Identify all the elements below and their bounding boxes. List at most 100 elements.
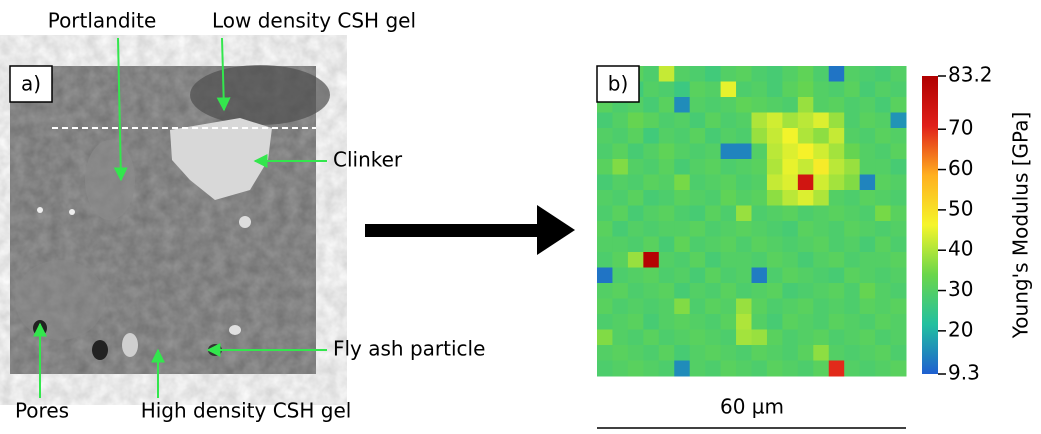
heatmap-cell bbox=[860, 66, 876, 82]
heatmap-cell bbox=[798, 82, 814, 98]
heatmap-cell bbox=[721, 314, 737, 330]
annotation: Portlandite bbox=[48, 9, 157, 33]
heatmap-cell bbox=[597, 159, 613, 175]
heatmap-cell bbox=[798, 237, 814, 253]
heatmap-cell bbox=[705, 299, 721, 315]
heatmap-cell bbox=[674, 345, 690, 361]
heatmap-cell bbox=[597, 190, 613, 206]
heatmap-cell bbox=[643, 237, 659, 253]
heatmap-cell bbox=[659, 252, 675, 268]
heatmap-cell bbox=[798, 283, 814, 299]
heatmap-cell bbox=[875, 252, 891, 268]
heatmap-cell bbox=[736, 221, 752, 237]
heatmap-cell bbox=[891, 252, 907, 268]
colorbar-tick-label: 40 bbox=[948, 237, 973, 261]
heatmap-cell bbox=[612, 237, 628, 253]
heatmap-cell bbox=[844, 206, 860, 222]
heatmap-cell bbox=[875, 206, 891, 222]
heatmap-cell bbox=[767, 237, 783, 253]
heatmap-cell bbox=[628, 268, 644, 284]
heatmap-cell bbox=[659, 330, 675, 346]
heatmap-cell bbox=[721, 159, 737, 175]
heatmap-cell bbox=[844, 299, 860, 315]
annotation: High density CSH gel bbox=[141, 399, 352, 423]
heatmap-cell bbox=[752, 237, 768, 253]
heatmap-cell bbox=[891, 283, 907, 299]
heatmap-cell bbox=[813, 159, 829, 175]
heatmap-cell bbox=[628, 159, 644, 175]
heatmap-cell bbox=[705, 159, 721, 175]
heatmap-cell bbox=[705, 97, 721, 113]
heatmap-cell bbox=[659, 299, 675, 315]
heatmap-cell bbox=[782, 283, 798, 299]
heatmap-cell bbox=[659, 128, 675, 144]
heatmap-cell bbox=[891, 237, 907, 253]
heatmap-cell bbox=[798, 345, 814, 361]
heatmap-cell bbox=[813, 361, 829, 377]
heatmap-cell bbox=[597, 206, 613, 222]
heatmap-cell bbox=[643, 159, 659, 175]
heatmap-cell bbox=[798, 268, 814, 284]
heatmap-cell bbox=[721, 206, 737, 222]
heatmap-cell bbox=[829, 206, 845, 222]
heatmap-cell bbox=[860, 144, 876, 160]
heatmap-cell bbox=[674, 283, 690, 299]
heatmap-cell bbox=[767, 299, 783, 315]
heatmap-cell bbox=[782, 190, 798, 206]
heatmap-cell bbox=[690, 345, 706, 361]
heatmap-cell bbox=[674, 190, 690, 206]
heatmap-cell bbox=[705, 66, 721, 82]
heatmap-cell bbox=[643, 113, 659, 129]
heatmap-cell bbox=[736, 299, 752, 315]
heatmap-cell bbox=[875, 299, 891, 315]
heatmap-cell bbox=[690, 82, 706, 98]
heatmap-cell bbox=[813, 299, 829, 315]
heatmap-cell bbox=[767, 330, 783, 346]
heatmap-cell bbox=[736, 159, 752, 175]
heatmap-cell bbox=[875, 82, 891, 98]
heatmap-cell bbox=[736, 175, 752, 191]
heatmap-cell bbox=[844, 144, 860, 160]
heatmap-cell bbox=[860, 283, 876, 299]
heatmap-cell bbox=[628, 283, 644, 299]
heatmap-cell bbox=[813, 206, 829, 222]
heatmap-cell bbox=[721, 268, 737, 284]
heatmap-cell bbox=[752, 299, 768, 315]
heatmap-cell bbox=[829, 113, 845, 129]
heatmap-cell bbox=[659, 159, 675, 175]
heatmap-cell bbox=[782, 82, 798, 98]
heatmap-cell bbox=[736, 283, 752, 299]
heatmap-cell bbox=[813, 268, 829, 284]
heatmap-cell bbox=[690, 190, 706, 206]
heatmap-cell bbox=[875, 144, 891, 160]
heatmap-cell bbox=[721, 237, 737, 253]
heatmap-cell bbox=[875, 345, 891, 361]
heatmap-cell bbox=[860, 345, 876, 361]
heatmap-cell bbox=[782, 221, 798, 237]
heatmap-cell bbox=[612, 330, 628, 346]
heatmap-cell bbox=[782, 97, 798, 113]
heatmap-cell bbox=[659, 175, 675, 191]
heatmap-cell bbox=[829, 299, 845, 315]
heatmap-cell bbox=[813, 128, 829, 144]
heatmap-cell bbox=[891, 159, 907, 175]
heatmap-cell bbox=[767, 144, 783, 160]
heatmap-cell bbox=[875, 283, 891, 299]
heatmap-cell bbox=[875, 221, 891, 237]
heatmap-cell bbox=[891, 314, 907, 330]
heatmap-cell bbox=[736, 237, 752, 253]
heatmap-cell bbox=[891, 345, 907, 361]
heatmap-cell bbox=[721, 175, 737, 191]
heatmap-cell bbox=[860, 159, 876, 175]
heatmap-cell bbox=[798, 144, 814, 160]
heatmap-cell bbox=[752, 144, 768, 160]
heatmap-cell bbox=[659, 113, 675, 129]
heatmap-cell bbox=[860, 82, 876, 98]
heatmap-cell bbox=[721, 361, 737, 377]
heatmap-cell bbox=[690, 237, 706, 253]
heatmap-cell bbox=[813, 221, 829, 237]
heatmap-cell bbox=[767, 97, 783, 113]
heatmap-cell bbox=[829, 175, 845, 191]
heatmap-cell bbox=[829, 268, 845, 284]
heatmap-cell bbox=[690, 252, 706, 268]
